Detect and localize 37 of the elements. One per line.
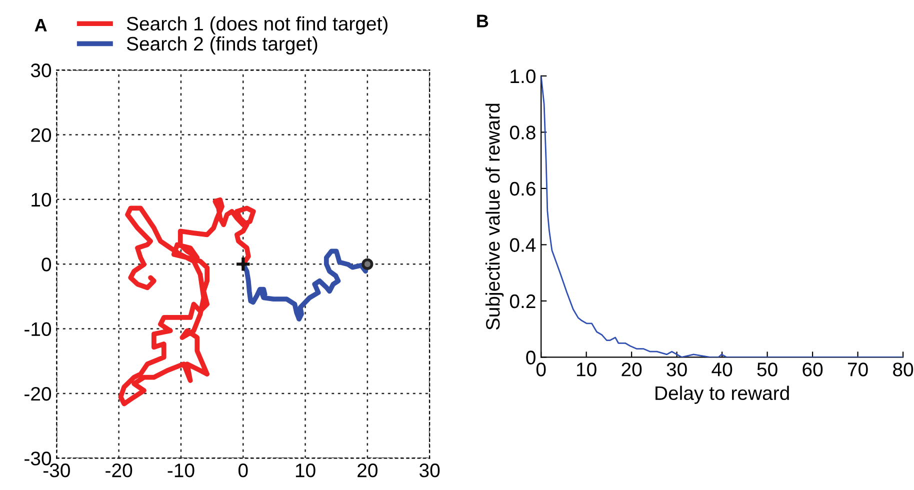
y-tick-label: 0.6 xyxy=(510,182,536,196)
x-tick-label: 20 xyxy=(358,464,378,478)
y-tick-label: -20 xyxy=(24,386,52,401)
y-tick-label: 10 xyxy=(32,192,52,207)
y-tick-label: 0 xyxy=(526,350,536,364)
y-tick-label: 0 xyxy=(42,258,52,272)
x-tick-label: 10 xyxy=(296,464,316,478)
y-tick-label: 30 xyxy=(30,64,52,78)
x-tick-label: 10 xyxy=(577,362,596,376)
x-tick-label: 50 xyxy=(757,362,778,376)
y-tick-label: 0.4 xyxy=(510,238,536,252)
x-tick-label: 20 xyxy=(622,362,642,376)
y-tick-label: -10 xyxy=(24,322,52,336)
legend-label: Search 2 (finds target) xyxy=(126,36,318,55)
x-tick-label: -20 xyxy=(106,464,132,478)
line-series xyxy=(541,76,904,358)
y-tick-label: 0.2 xyxy=(510,294,536,308)
x-tick-label: -10 xyxy=(168,464,194,478)
chart-title: B xyxy=(477,14,488,28)
x-tick-label: 30 xyxy=(420,464,440,478)
x-tick-label: 60 xyxy=(802,362,823,376)
legend-label: Search 1 (does not find target) xyxy=(126,16,388,34)
x-tick-label: 0 xyxy=(536,362,546,376)
y-axis-title: Subjective value of reward xyxy=(486,104,504,330)
x-tick-label: 80 xyxy=(893,362,914,376)
y-tick-label: -30 xyxy=(24,452,52,466)
y-tick-label: 20 xyxy=(31,128,52,142)
x-axis-title: Delay to reward xyxy=(656,386,789,404)
x-tick-label: 30 xyxy=(666,362,687,376)
x-tick-label: 70 xyxy=(848,362,868,376)
x-tick-label: -30 xyxy=(43,464,70,478)
y-tick-label: 0.8 xyxy=(510,126,536,140)
x-tick-label: 0 xyxy=(238,464,248,478)
y-tick-label: 1.0 xyxy=(510,69,536,84)
chart-title: A xyxy=(34,18,47,32)
x-tick-label: 40 xyxy=(712,362,732,376)
line-series xyxy=(118,197,256,406)
